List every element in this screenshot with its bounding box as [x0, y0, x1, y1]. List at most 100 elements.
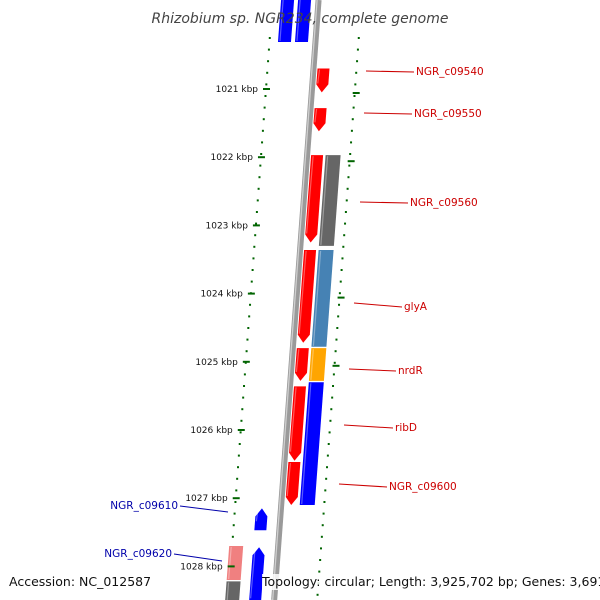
cds-ribd [289, 386, 306, 461]
tick-label: 1023 kbp [206, 221, 249, 231]
label-leader-line [359, 201, 409, 204]
label-leader-line [343, 424, 394, 429]
inner-ring-dot [265, 83, 268, 86]
outer-ring-dot [338, 303, 341, 306]
inner-ring-dot [267, 48, 270, 51]
outer-ring-dot [347, 176, 350, 179]
cds-ngr_c09610-shine [255, 509, 259, 522]
inner-ring-dot [260, 153, 263, 155]
blast-hit-orange-shine [310, 349, 314, 380]
inner-ring-dot [243, 373, 246, 376]
blast-hit-blue-shine [301, 383, 312, 505]
outer-ring-dot [329, 419, 332, 422]
tick-label: 1027 kbp [185, 494, 228, 504]
cds-ngr_c09600-shine [286, 462, 291, 497]
blast-hit-grey-shine [320, 156, 329, 245]
inner-ring-dot [258, 176, 261, 179]
outer-ring-dot [352, 106, 355, 109]
gene-labels: NGR_c09540 NGR_c09550 NGR_c09560 glyA nrdR ri… [104, 66, 484, 562]
cds-ribd-shine [289, 387, 297, 452]
gene-label-ngr_c09620: NGR_c09620 [104, 548, 172, 560]
label-leader-line [338, 483, 388, 488]
outer-ring-dot [324, 489, 327, 492]
inner-ring-dot [241, 408, 244, 411]
inner-ring-dot [253, 245, 256, 248]
outer-ring-dot [322, 512, 325, 515]
inner-ring-dot [255, 211, 258, 213]
blast-hit-pink [226, 545, 244, 581]
blast-hit-steelblue-shine [312, 250, 322, 346]
inner-ring-dot [266, 71, 269, 74]
inner-ring-dot [257, 187, 260, 190]
cds-glya [297, 249, 317, 343]
outer-ring-dot [332, 373, 335, 376]
label-leader-line [363, 112, 413, 115]
outer-ring-dot [320, 535, 323, 538]
inner-ring-dot [233, 512, 236, 515]
outer-ring-dot [355, 71, 358, 74]
inner-ring-dot [232, 524, 235, 527]
outer-ring-dot [345, 199, 348, 202]
outer-ring-dot [351, 118, 354, 121]
inner-ring-dot [261, 129, 264, 132]
outer-ring-dot [318, 570, 321, 573]
inner-ring-dot [246, 338, 249, 341]
outer-ring-dot [356, 48, 359, 51]
blast-hit-grey-bottom-shine [226, 582, 230, 600]
map-title: Rhizobium sp. NGR234, complete genome [152, 11, 449, 27]
cds-ngr_c09550-shine [314, 109, 318, 123]
outer-ring-dot [344, 222, 347, 225]
inner-ring-dot [248, 315, 251, 318]
outer-ring-dot [349, 153, 352, 155]
backbone-line [271, 0, 322, 600]
inner-ring-dot [254, 234, 257, 237]
outer-ring-dot [341, 257, 344, 260]
outer-ring-dot [316, 593, 319, 596]
outer-ring-dot [334, 350, 337, 353]
tick-label: 1022 kbp [211, 153, 254, 163]
gene-label-ngr_c09560: NGR_c09560 [410, 197, 478, 209]
outer-ring-dot [336, 327, 339, 329]
cds-ngr_c09540 [316, 68, 330, 93]
inner-ring-dot [237, 454, 240, 457]
outer-ring-dot [332, 385, 335, 387]
tick-label: 1024 kbp [200, 290, 243, 300]
outer-ring-dot [326, 454, 329, 457]
cds-ngr_c09560-shine [306, 156, 314, 234]
outer-ring-dot [338, 292, 341, 295]
outer-ring-dot [331, 396, 334, 399]
gene-label-ngr_c09540: NGR_c09540 [416, 66, 484, 78]
tick-label: 1026 kbp [190, 426, 233, 436]
inner-ring-dot [259, 164, 262, 167]
inner-ring-dot [237, 466, 240, 469]
inner-ring-dot [268, 37, 271, 39]
inner-ring-dot [239, 431, 242, 434]
reverse-cds-top-a-shine [279, 0, 284, 42]
reverse-cds-top-a [277, 0, 295, 42]
cds-ngr_c09610 [254, 508, 268, 531]
inner-ring-dot [261, 141, 264, 144]
blast-hit-grey-bottom [225, 581, 241, 600]
cds-glya-shine [298, 250, 307, 334]
inner-ring-dot [264, 95, 267, 97]
gene-label-ngr_c09600: NGR_c09600 [389, 481, 457, 493]
inner-ring-dot [240, 419, 243, 422]
outer-ring-dot [350, 141, 353, 144]
outer-ring-dot [327, 443, 330, 445]
dotted-rings [227, 37, 360, 596]
outer-ring-dot [325, 477, 328, 480]
outer-ring-dot [328, 431, 331, 434]
feature-layer [225, 0, 341, 600]
gene-label-ngr_c09610: NGR_c09610 [110, 500, 178, 512]
outer-ring-dot [339, 280, 342, 283]
inner-ring-dot [251, 269, 254, 271]
label-leader-line [353, 302, 403, 308]
cds-ngr_c09620 [249, 547, 265, 600]
inner-ring-dot [256, 199, 259, 202]
gene-label-glya: glyA [404, 301, 428, 313]
blast-hit-orange [308, 348, 327, 381]
gene-label-ribd: ribD [395, 422, 417, 434]
outer-ring-dot [342, 245, 345, 248]
label-leader-line [365, 70, 415, 73]
